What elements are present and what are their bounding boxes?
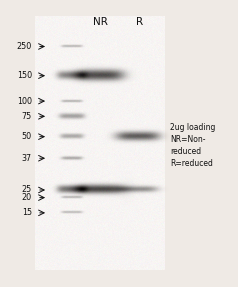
Text: 15: 15 [22,208,32,217]
Text: 75: 75 [22,112,32,121]
Text: 150: 150 [17,71,32,80]
Text: R: R [136,17,143,27]
Text: 20: 20 [22,193,32,202]
Text: 50: 50 [22,132,32,141]
Text: 100: 100 [17,97,32,106]
Text: 2ug loading
NR=Non-
reduced
R=reduced: 2ug loading NR=Non- reduced R=reduced [170,123,216,168]
Text: NR: NR [93,17,107,27]
Text: 250: 250 [17,42,32,51]
Text: 37: 37 [22,154,32,163]
Text: 25: 25 [22,185,32,195]
